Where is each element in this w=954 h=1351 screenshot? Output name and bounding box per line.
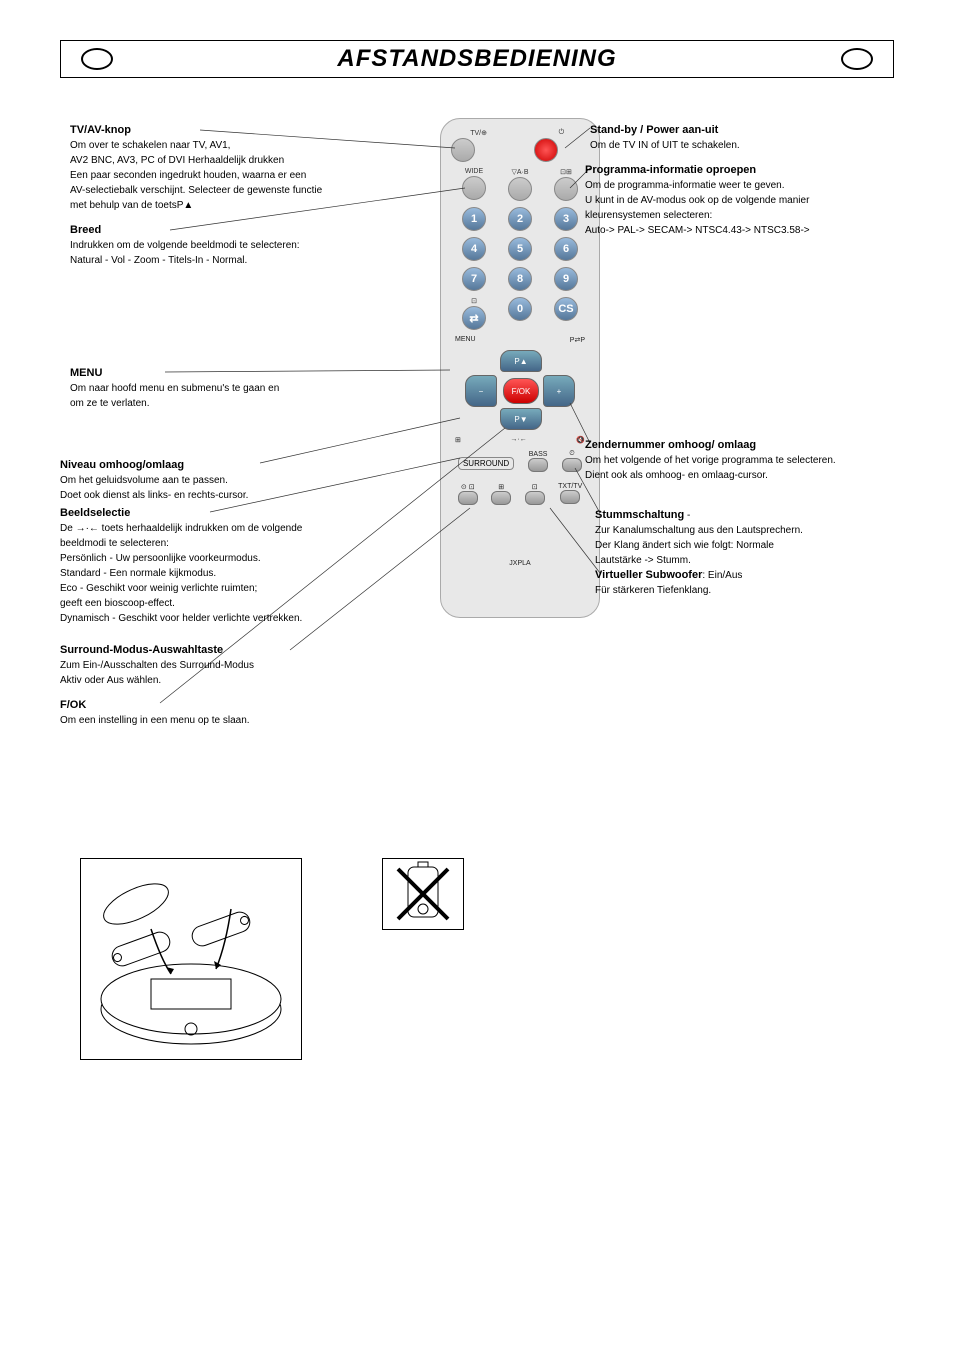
callout-stumm: Stummschaltung - Zur Kanalumschaltung au… <box>595 508 905 569</box>
num-5: 5 <box>508 237 532 261</box>
ok-button: F/OK <box>503 378 539 404</box>
p-down-button: P▼ <box>500 408 542 430</box>
cs-button: CS <box>554 297 578 321</box>
mute-label: 🔇 <box>576 436 585 444</box>
binder-hole-right <box>841 48 873 70</box>
wide-button-icon <box>462 176 486 200</box>
manual-page: AFSTANDSBEDIENING TV/⊕ ⏻ WIDE ▽A·B ⊡⊞ 12… <box>0 0 954 1351</box>
callout-zender: Zendernummer omhoog/ omlaag Om het volge… <box>585 438 905 484</box>
num-9: 9 <box>554 267 578 291</box>
tv-source-label: TV/⊕ <box>451 129 506 137</box>
num-4: 4 <box>462 237 486 261</box>
timer-label: ⏲ <box>562 450 582 458</box>
callout-beeld: Beeldselectie De →·← toets herhaaldelijk… <box>60 506 390 627</box>
vol-plus-button: + <box>543 375 575 407</box>
callout-fok: F/OK Om een instelling in een menu op te… <box>60 698 360 729</box>
incorrect-battery-box <box>382 858 464 930</box>
pswap-label: P⇄P <box>570 336 585 344</box>
callout-standby: Stand-by / Power aan-uit Om de TV IN of … <box>590 123 890 154</box>
picture-left-label: ⊞ <box>455 436 461 444</box>
extra3-label: ⊡ <box>525 483 545 491</box>
extra2-label: ⊞ <box>491 483 511 491</box>
title-bar: AFSTANDSBEDIENING <box>60 40 894 78</box>
num-1: 1 <box>462 207 486 231</box>
num-3: 3 <box>554 207 578 231</box>
timer-button-icon <box>562 458 582 472</box>
num-7: 7 <box>462 267 486 291</box>
ab-button-icon <box>508 177 532 201</box>
callout-tvav: TV/AV-knop Om over te schakelen naar TV,… <box>70 123 400 214</box>
num-6: 6 <box>554 237 578 261</box>
page-title: AFSTANDSBEDIENING <box>337 45 616 73</box>
power-label: ⏻ <box>534 129 589 137</box>
p-up-button: P▲ <box>500 350 542 372</box>
swap-label: ⊡ <box>462 297 486 305</box>
callout-niveau: Niveau omhoog/omlaag Om het geluidsvolum… <box>60 458 360 504</box>
nav-pad: P▲ P▼ − + F/OK <box>465 350 575 430</box>
callout-menu: MENU Om naar hoofd menu en submenu's te … <box>70 366 370 412</box>
menu-label: MENU <box>455 336 476 344</box>
vol-minus-button: − <box>465 375 497 407</box>
binder-hole-left <box>81 48 113 70</box>
bass-button-icon <box>528 458 548 472</box>
callout-prog: Programma-informatie oproepen Om de prog… <box>585 163 905 239</box>
diagram-area: TV/⊕ ⏻ WIDE ▽A·B ⊡⊞ 123 456 789 ⊡⇄ 0 CS … <box>60 118 894 778</box>
picture-right-label: →·← <box>510 436 526 444</box>
tv-av-button-icon <box>451 138 475 162</box>
txt-button-icon <box>560 490 580 504</box>
power-button-icon <box>534 138 558 162</box>
extra1-label: ⊙ ⊡ <box>458 483 478 491</box>
extra1-icon <box>458 491 478 505</box>
num-8: 8 <box>508 267 532 291</box>
battery-area <box>60 858 894 1060</box>
info-label: ⊡⊞ <box>554 168 578 176</box>
incorrect-battery-box-wrapper <box>382 858 464 1060</box>
num-0: 0 <box>508 297 532 321</box>
remote-control: TV/⊕ ⏻ WIDE ▽A·B ⊡⊞ 123 456 789 ⊡⇄ 0 CS … <box>440 118 600 618</box>
wide-label: WIDE <box>462 168 486 175</box>
bass-label: BASS <box>528 451 548 458</box>
swap-button: ⇄ <box>462 306 486 330</box>
callout-breed: Breed Indrukken om de volgende beeldmodi… <box>70 223 400 269</box>
extra2-icon <box>491 491 511 505</box>
callout-sub: Virtueller Subwoofer: Ein/Aus Für stärke… <box>595 568 905 599</box>
callout-surround: Surround-Modus-Auswahltaste Zum Ein-/Aus… <box>60 643 360 689</box>
battery-svg <box>81 859 301 1059</box>
battery-insert-diagram <box>80 858 302 1060</box>
num-2: 2 <box>508 207 532 231</box>
surround-button: SURROUND <box>458 457 514 470</box>
incorrect-svg <box>383 859 463 929</box>
ab-label: ▽A·B <box>508 168 532 176</box>
brand-label: JXPLA <box>451 560 589 567</box>
txt-label: TXT/TV <box>558 483 582 490</box>
extra3-icon <box>525 491 545 505</box>
info-button-icon <box>554 177 578 201</box>
